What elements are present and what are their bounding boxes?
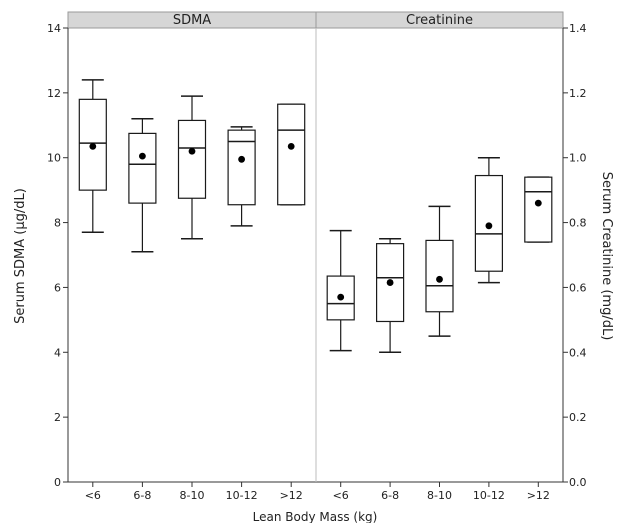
x-axis: <6 6-8 8-10 10-12 >12 <6 6-8 8-10 10-12 >12 <box>85 482 550 502</box>
box-iqr <box>227 129 256 206</box>
x-tick-label: 8-10 <box>427 489 452 502</box>
right-tick-label: 0.8 <box>569 217 587 230</box>
x-tick-label: 10-12 <box>226 489 258 502</box>
x-tick-label: <6 <box>85 489 101 502</box>
x-tick-label: 6-8 <box>133 489 151 502</box>
right-tick-label: 0.0 <box>569 476 587 489</box>
right-tick-label: 1.4 <box>569 22 587 35</box>
left-tick-label: 10 <box>47 152 61 165</box>
mean-point <box>386 279 394 286</box>
left-tick-label: 4 <box>54 346 61 359</box>
panel-strips: SDMA Creatinine <box>67 11 564 29</box>
box-iqr <box>177 119 207 199</box>
x-axis-label: Lean Body Mass (kg) <box>253 510 378 523</box>
panel-title-1: Creatinine <box>406 13 473 28</box>
right-y-axis: 0.0 0.2 0.4 0.6 0.8 1.0 1.2 1.4 <box>563 22 587 489</box>
mean-point <box>139 152 146 160</box>
box-iqr <box>128 132 157 204</box>
box-series <box>78 79 553 354</box>
mean-point <box>287 142 295 150</box>
panel-strip-1 <box>315 11 564 29</box>
box-iqr <box>277 103 306 206</box>
x-tick-label: >12 <box>280 489 303 502</box>
left-tick-label: 6 <box>54 281 61 294</box>
y-axis-label-right: Serum Creatinine (mg/dL) <box>599 172 614 341</box>
mean-point <box>89 142 97 150</box>
x-tick-label: <6 <box>333 489 349 502</box>
box-iqr <box>524 176 553 243</box>
right-tick-label: 0.2 <box>569 411 587 424</box>
mean-point <box>436 275 443 283</box>
plot-frame <box>67 28 564 483</box>
left-tick-label: 8 <box>54 217 61 230</box>
left-tick-label: 2 <box>54 411 61 424</box>
mean-point <box>485 222 493 230</box>
mean-point <box>188 147 196 155</box>
left-tick-label: 14 <box>47 22 61 35</box>
x-tick-label: 6-8 <box>381 489 399 502</box>
right-tick-label: 1.2 <box>569 87 587 100</box>
x-tick-label: 10-12 <box>473 489 505 502</box>
y-axis-label-left: Serum SDMA (µg/dL) <box>13 188 28 324</box>
left-y-axis: 0 2 4 6 8 10 12 14 <box>47 22 68 489</box>
panel-title-0: SDMA <box>173 13 211 28</box>
right-tick-label: 0.4 <box>569 346 587 359</box>
left-tick-label: 0 <box>54 476 61 489</box>
x-tick-label: >12 <box>527 489 550 502</box>
mean-point <box>238 155 246 163</box>
right-tick-label: 0.6 <box>569 281 587 294</box>
box-iqr <box>376 243 405 323</box>
box-iqr <box>425 239 454 313</box>
left-tick-label: 12 <box>47 87 61 100</box>
mean-point <box>337 293 345 301</box>
mean-point <box>534 199 542 207</box>
x-tick-label: 8-10 <box>180 489 205 502</box>
right-tick-label: 1.0 <box>569 152 587 165</box>
